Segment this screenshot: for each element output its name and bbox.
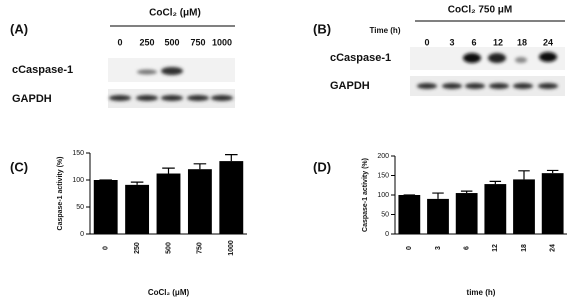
y-tick-label: 0 — [385, 231, 389, 238]
lane-label: 18 — [517, 37, 527, 47]
row-label: cCaspase-1 — [330, 52, 391, 64]
x-tick-label: 24 — [550, 244, 557, 252]
x-tick-label: 750 — [197, 242, 204, 254]
error-bar — [489, 180, 502, 185]
error-bar — [460, 190, 473, 194]
bar — [455, 193, 478, 234]
blot-strip — [410, 47, 565, 70]
bar — [156, 173, 181, 234]
bar — [541, 173, 564, 234]
y-axis-label: Caspase-1 activity (%) — [362, 158, 369, 232]
panel-label: (D) — [313, 159, 331, 174]
blot-header: CoCl₂ 750 μM — [448, 5, 512, 16]
error-bar — [193, 163, 207, 170]
y-tick-label: 200 — [377, 153, 389, 160]
bands — [109, 67, 233, 101]
error-bar — [130, 181, 144, 185]
lane-label: 250 — [139, 37, 154, 47]
x-axis-label: time (h) — [467, 288, 496, 297]
lane-title: Time (h) — [370, 26, 401, 35]
x-tick-label: 250 — [134, 242, 141, 254]
error-bar — [162, 167, 175, 174]
bar — [219, 161, 244, 234]
bar — [484, 184, 507, 234]
x-tick-label: 0 — [103, 246, 110, 250]
x-tick-label: 3 — [435, 246, 442, 250]
bar — [125, 184, 150, 234]
y-tick-label: 150 — [72, 150, 84, 157]
error-bar — [546, 169, 559, 174]
x-tick-label: 12 — [492, 244, 499, 252]
x-tick-label: 6 — [464, 246, 471, 250]
error-bar — [518, 170, 530, 180]
blot-strip — [410, 76, 565, 96]
y-tick-label: 100 — [377, 192, 389, 199]
lane-label: 750 — [190, 37, 205, 47]
bands — [417, 52, 558, 89]
y-tick-label: 100 — [72, 177, 84, 184]
error-bar — [225, 154, 238, 162]
y-tick-label: 50 — [76, 204, 84, 211]
x-axis-label: CoCl₂ (μM) — [148, 288, 190, 297]
x-tick-label: 1000 — [228, 240, 235, 256]
x-tick-label: 500 — [165, 242, 172, 254]
y-tick-label: 150 — [377, 172, 389, 179]
x-tick-label: 18 — [521, 244, 528, 252]
error-bar — [432, 192, 444, 199]
lane-label: 0 — [424, 37, 429, 47]
bar — [187, 169, 212, 234]
y-tick-label: 50 — [381, 211, 389, 218]
x-tick-label: 0 — [406, 246, 413, 250]
lane-label: 0 — [117, 37, 122, 47]
bar — [398, 195, 421, 234]
bar — [93, 180, 118, 234]
lane-label: 24 — [543, 37, 553, 47]
lane-label: 3 — [449, 37, 454, 47]
y-tick-label: 0 — [80, 231, 84, 238]
blot-header: CoCl₂ (μM) — [149, 8, 201, 19]
lane-label: 6 — [471, 37, 476, 47]
bar — [427, 198, 449, 234]
bar — [513, 179, 535, 234]
row-label: GAPDH — [330, 80, 370, 92]
panel-label: (C) — [10, 159, 28, 174]
lane-label: 1000 — [212, 37, 232, 47]
row-label: GAPDH — [12, 93, 52, 105]
lane-label: 12 — [493, 37, 503, 47]
panel-label: (B) — [313, 21, 331, 36]
lane-label: 500 — [164, 37, 179, 47]
panel-label: (A) — [10, 21, 28, 36]
row-label: cCaspase-1 — [12, 64, 73, 76]
y-axis-label: Caspase-1 activity (%) — [57, 157, 64, 231]
